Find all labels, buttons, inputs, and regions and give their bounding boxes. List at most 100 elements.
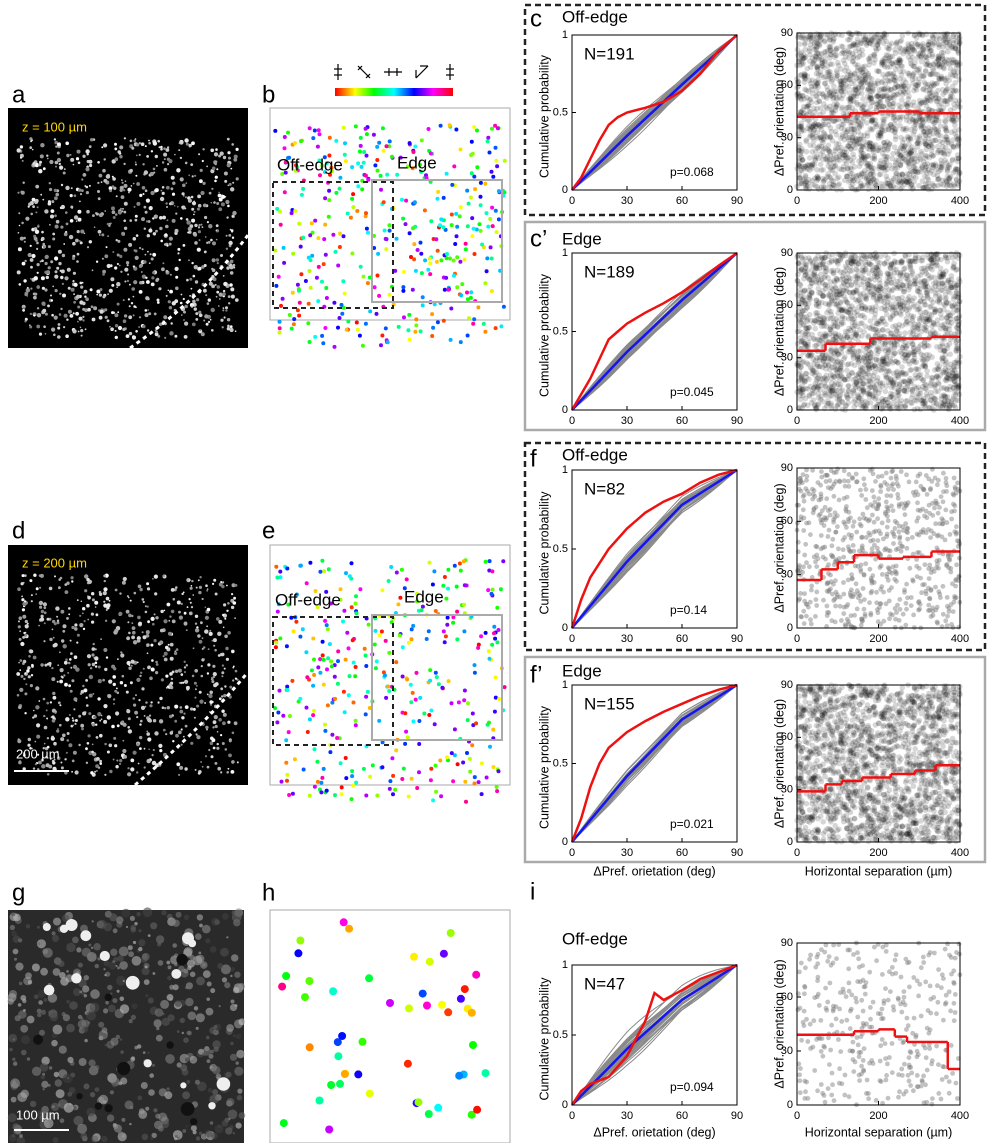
cell <box>211 680 214 683</box>
cell <box>182 192 185 195</box>
cell-dot <box>417 770 421 774</box>
region-label: Edge <box>397 153 437 172</box>
cell-dot <box>340 312 344 316</box>
cell-dot <box>472 175 476 179</box>
pair-dot <box>862 37 868 43</box>
cell-dot <box>443 288 447 292</box>
cell <box>75 700 77 702</box>
cell-dot <box>359 265 363 269</box>
texture <box>90 1003 100 1013</box>
cell-dot <box>290 327 294 331</box>
x-tick-label: 0 <box>569 195 575 207</box>
cell <box>47 305 50 308</box>
cell-dot <box>351 638 355 642</box>
cell <box>199 586 202 589</box>
cell <box>154 313 157 316</box>
cell-dot <box>305 581 309 585</box>
cell-dot <box>386 685 390 689</box>
texture <box>92 953 94 955</box>
cell <box>144 766 146 768</box>
cell-dot <box>283 146 287 150</box>
texture <box>195 933 202 940</box>
texture <box>10 1078 20 1088</box>
cell-dot <box>413 200 417 204</box>
cell <box>159 227 162 230</box>
cell-dot <box>331 233 335 237</box>
cell <box>144 715 146 717</box>
cell <box>161 190 163 192</box>
cell <box>54 138 56 140</box>
cell <box>22 608 25 611</box>
texture <box>143 1051 146 1054</box>
cell <box>230 328 234 332</box>
cell <box>186 686 190 690</box>
cell <box>135 694 137 696</box>
cell-dot <box>358 334 362 338</box>
texture <box>233 987 239 993</box>
texture <box>206 1008 214 1016</box>
cell-dot <box>342 126 346 130</box>
cell-dot <box>471 712 475 716</box>
texture <box>132 956 142 966</box>
cell-dot <box>325 789 329 793</box>
cell <box>65 658 68 661</box>
cell <box>164 652 168 656</box>
cell <box>47 158 49 160</box>
cell <box>132 335 136 339</box>
cell <box>62 294 66 298</box>
cell <box>233 601 237 605</box>
cell <box>21 598 24 601</box>
pair-dot <box>847 37 853 43</box>
cell <box>54 622 57 625</box>
texture <box>110 1038 118 1046</box>
texture <box>196 1027 199 1030</box>
cell <box>73 272 76 275</box>
cell <box>18 738 20 740</box>
cell <box>190 707 193 710</box>
cell-dot <box>435 675 439 679</box>
cell-dot <box>436 197 440 201</box>
cell <box>87 246 89 248</box>
cell <box>30 278 32 280</box>
cell <box>133 314 135 316</box>
panel-title: Off-edge <box>562 7 628 26</box>
cell-dot <box>430 312 434 316</box>
cell <box>207 663 210 666</box>
cell-dot <box>377 141 381 145</box>
cell <box>20 659 23 662</box>
cell <box>199 700 203 704</box>
cell <box>127 264 129 266</box>
cell-dot <box>305 706 309 710</box>
cell <box>17 587 21 591</box>
cell-dot <box>326 627 330 631</box>
pair-dot <box>912 129 918 135</box>
cell-dot <box>304 650 308 654</box>
cell <box>23 307 25 309</box>
cell <box>166 687 168 689</box>
cell-dot <box>473 775 477 779</box>
cell-dot <box>490 289 494 293</box>
cell-dot <box>398 633 402 637</box>
cell <box>195 318 198 321</box>
cell-dot <box>431 583 435 587</box>
cell <box>98 666 101 669</box>
cell-dot <box>492 765 496 769</box>
region-label: Off-edge <box>275 590 341 609</box>
cell <box>54 196 58 200</box>
cell <box>182 682 184 684</box>
cell-dot <box>404 1060 412 1068</box>
texture <box>187 1080 191 1084</box>
cell <box>74 723 76 725</box>
cell-dot <box>464 800 468 804</box>
texture <box>217 963 223 969</box>
cell-dot <box>288 714 292 718</box>
cell <box>101 181 103 183</box>
cell-dot <box>404 199 408 203</box>
cell <box>80 193 82 195</box>
soma <box>176 954 187 965</box>
pair-dot <box>795 131 801 137</box>
cell-dot <box>340 785 344 789</box>
cell <box>159 216 163 220</box>
cell <box>51 200 54 203</box>
cell <box>87 308 91 312</box>
